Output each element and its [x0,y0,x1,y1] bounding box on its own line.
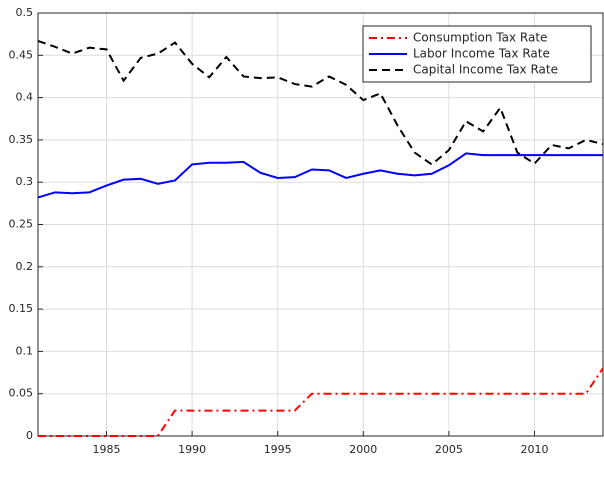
x-tick-label: 1990 [178,443,206,456]
y-tick-label: 0.05 [9,387,34,400]
legend-label: Capital Income Tax Rate [413,63,558,77]
x-tick-label: 2005 [435,443,463,456]
series-line [37,152,603,199]
legend-label: Consumption Tax Rate [413,31,547,45]
y-tick-label: 0.1 [16,344,34,357]
series-line [38,367,604,437]
x-tick-label: 1995 [264,443,292,456]
x-tick-label: 2010 [521,443,549,456]
x-tick-label: 1985 [92,443,120,456]
y-tick-label: 0.3 [16,175,34,188]
axes-box [37,12,604,437]
y-tick-label: 0 [26,429,33,442]
series-line [37,39,604,166]
y-tick-label: 0.2 [16,260,34,273]
legend-box [362,25,592,83]
y-tick-label: 0.15 [9,302,34,315]
y-tick-label: 0.35 [9,133,34,146]
y-tick-label: 0.45 [9,48,34,61]
y-tick-label: 0.25 [9,218,34,231]
y-tick-label: 0.5 [16,6,34,19]
x-tick-label: 2000 [349,443,377,456]
y-tick-label: 0.4 [16,91,34,104]
legend-label: Labor Income Tax Rate [413,47,550,61]
